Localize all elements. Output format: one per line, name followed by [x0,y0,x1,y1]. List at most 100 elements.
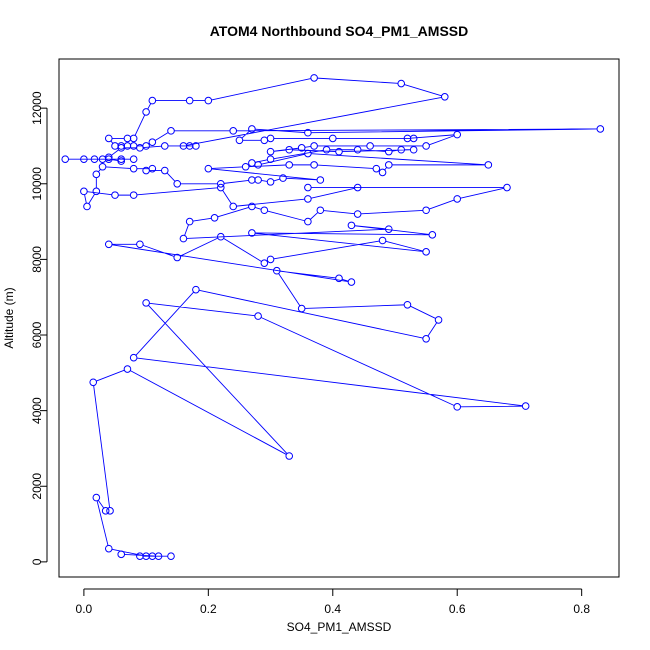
data-point [117,155,126,163]
chart-title: ATOM4 Northbound SO4_PM1_AMSSD [210,23,469,39]
data-point [117,550,126,559]
data-point [304,183,312,192]
data-point [322,145,331,154]
data-point [248,159,256,167]
data-point [316,176,325,184]
data-point [248,229,256,237]
data-point [216,183,225,192]
data-point [192,142,200,150]
data-point [328,134,337,143]
y-tick-label: 0 [30,558,44,565]
data-point [129,164,138,173]
data-point [167,552,175,561]
series-line [68,77,598,557]
x-tick-label: 0.0 [76,602,93,616]
data-point [434,316,443,324]
data-point [179,234,188,243]
data-point [80,187,88,196]
data-point [104,155,113,163]
data-point [254,176,262,184]
data-point [272,266,281,275]
data-point [453,130,462,139]
data-point [378,236,387,245]
data-point [266,255,275,264]
data-point [241,162,250,171]
y-tick-label: 4000 [30,397,44,424]
data-point [353,210,362,218]
data-point [266,178,275,186]
data-point [173,253,182,262]
data-point [304,217,312,226]
data-point [129,155,138,163]
y-tick-label: 2000 [30,473,44,500]
data-point [229,202,238,211]
data-point [335,274,343,283]
data-point [304,195,312,203]
data-point [304,149,312,158]
data-point [148,96,157,105]
plot-frame [58,58,620,578]
x-tick-label: 0.6 [449,602,466,616]
data-point [117,157,126,165]
data-point [80,155,88,163]
data-point [428,231,437,239]
data-point [204,96,213,105]
data-point [216,232,225,241]
data-point [372,164,381,173]
y-axis: 0 2000 4000 6000 8000 10000 12000 [30,91,48,565]
x-tick-label: 0.2 [200,602,217,616]
data-point [98,162,107,171]
data-point [129,191,138,199]
y-tick-label: 6000 [30,321,44,348]
data-point [316,206,325,215]
data-point [366,142,374,150]
data-point [304,128,312,137]
data-point [92,493,101,502]
data-point [136,240,144,249]
data-point [123,365,132,373]
data-point [235,136,244,145]
x-axis-label: SO4_PM1_AMSSD [287,620,392,634]
data-point [90,155,99,163]
data-point [310,74,318,82]
data-point [397,145,406,154]
data-point [422,334,430,343]
data-point [160,142,169,150]
data-point [310,161,318,169]
data-point [484,161,493,169]
plot-area [61,74,605,561]
data-point [185,96,194,105]
data-point [453,195,462,203]
data-point [260,259,269,267]
data-point [104,544,113,553]
data-point [266,155,275,163]
data-point [335,147,343,156]
data-point [266,147,275,156]
data-point [347,278,356,286]
data-point [173,179,182,188]
data-point [192,285,200,294]
data-point [129,134,138,143]
data-point [248,202,256,211]
y-tick-label: 12000 [30,91,44,125]
data-point [106,507,114,515]
data-point [310,142,318,150]
data-point [142,299,150,307]
data-point [347,221,356,230]
data-point [353,183,362,192]
data-point [229,127,238,135]
data-point [248,125,256,133]
data-point [101,507,110,515]
data-point [503,183,511,192]
data-point [142,552,150,561]
data-point [440,93,449,101]
data-point [89,378,98,387]
data-point [260,206,269,215]
data-point [92,187,101,196]
data-point [403,300,412,309]
data-point [160,166,169,175]
y-axis-label: Altitude (m) [2,287,16,348]
data-point [142,166,150,175]
